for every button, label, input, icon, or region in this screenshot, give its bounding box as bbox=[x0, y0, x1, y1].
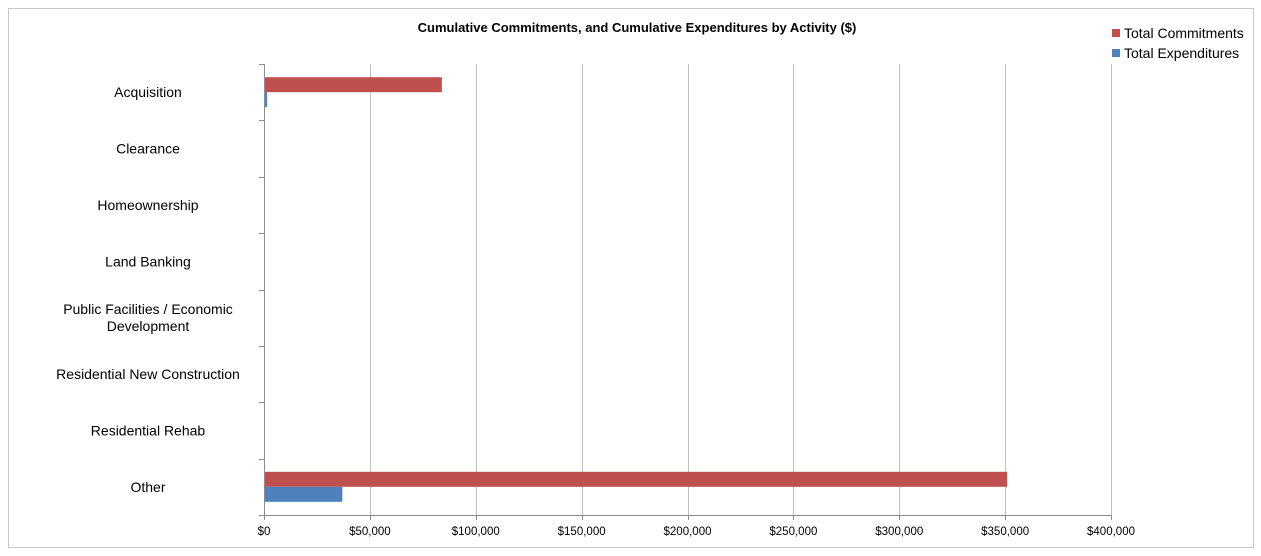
x-tick-label: $200,000 bbox=[664, 526, 712, 538]
gridlines bbox=[370, 64, 1112, 515]
x-tick-label: $0 bbox=[258, 526, 271, 538]
category-label: Other bbox=[130, 479, 165, 495]
legend-label: Total Expenditures bbox=[1124, 45, 1239, 61]
x-tick-label: $100,000 bbox=[452, 526, 500, 538]
x-tick-label: $50,000 bbox=[349, 526, 391, 538]
chart-title: Cumulative Commitments, and Cumulative E… bbox=[418, 20, 857, 35]
category-label: Residential Rehab bbox=[91, 422, 206, 438]
category-label: Public Facilities / Economic Development bbox=[63, 301, 233, 334]
legend-swatch bbox=[1112, 49, 1120, 57]
category-label: Homeownership bbox=[97, 197, 198, 213]
bar-total-expenditures bbox=[265, 92, 268, 108]
x-tick-label: $150,000 bbox=[558, 526, 606, 538]
chart-container bbox=[8, 8, 1254, 548]
bar-total-commitments bbox=[265, 77, 442, 93]
legend-swatch bbox=[1112, 29, 1120, 37]
x-tick-label: $350,000 bbox=[981, 526, 1029, 538]
legend: Total Commitments Total Expenditures bbox=[1112, 25, 1244, 61]
x-tick-label: $300,000 bbox=[875, 526, 923, 538]
category-label: Clearance bbox=[116, 141, 180, 157]
legend-label: Total Commitments bbox=[1124, 25, 1244, 41]
x-tick-label: $250,000 bbox=[769, 526, 817, 538]
category-label: Land Banking bbox=[105, 253, 191, 269]
bars bbox=[265, 77, 1008, 502]
category-labels: Acquisition Clearance Homeownership Land Ba… bbox=[56, 84, 240, 495]
bar-total-expenditures bbox=[265, 486, 343, 502]
axes bbox=[259, 64, 1112, 520]
category-label: Acquisition bbox=[114, 84, 182, 100]
x-tick-label: $400,000 bbox=[1087, 526, 1135, 538]
category-label: Residential New Construction bbox=[56, 366, 240, 382]
x-tick-labels: $0 $50,000 $100,000 $150,000 $200,000 $250,00… bbox=[258, 526, 1135, 538]
bar-total-commitments bbox=[265, 471, 1008, 487]
